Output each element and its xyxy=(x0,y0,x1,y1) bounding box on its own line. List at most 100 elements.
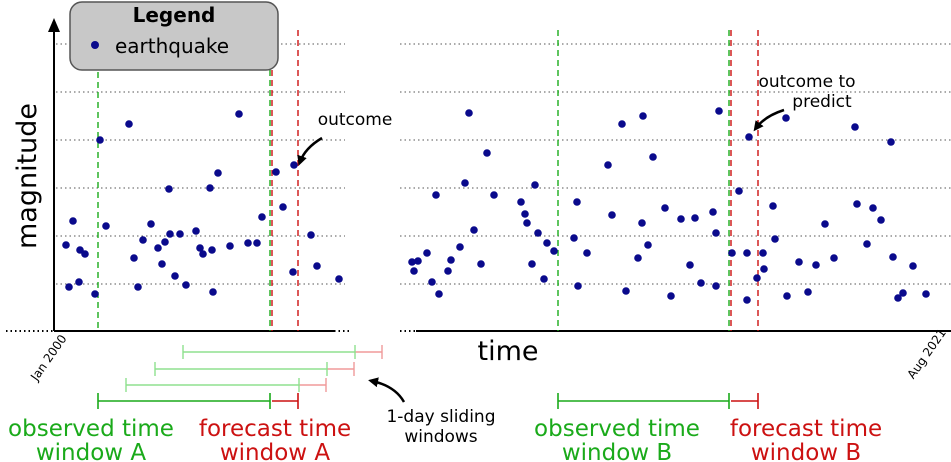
earthquake-point xyxy=(335,275,343,283)
earthquake-point xyxy=(139,236,147,244)
earthquake-point xyxy=(91,290,99,298)
earthquake-point xyxy=(272,168,280,176)
earthquake-point xyxy=(887,138,895,146)
window-brackets xyxy=(97,393,759,409)
earthquake-point xyxy=(804,288,812,296)
outcome-to-predict-arrow xyxy=(753,108,785,132)
earthquake-point xyxy=(244,239,252,247)
earthquake-point xyxy=(461,179,469,187)
earthquake-point xyxy=(889,253,897,261)
annotation-outcome-to-predict: outcome to predict xyxy=(753,72,856,132)
sliding-window xyxy=(154,362,355,376)
earthquake-points-left xyxy=(62,110,343,298)
earthquake-point xyxy=(192,227,200,235)
earthquake-point xyxy=(444,267,452,275)
earthquake-point xyxy=(235,110,243,118)
earthquake-point xyxy=(667,292,675,300)
legend-box xyxy=(69,1,279,71)
y-axis-label: magnitude xyxy=(12,103,43,249)
earthquake-point xyxy=(574,282,582,290)
legend: Legend earthquake xyxy=(69,1,279,71)
earthquake-point xyxy=(715,107,723,115)
window-boundaries xyxy=(97,30,759,331)
earthquake-point xyxy=(745,133,753,141)
earthquake-point xyxy=(410,267,418,275)
earthquake-point xyxy=(206,184,214,192)
earthquake-point xyxy=(677,215,685,223)
earthquake-point xyxy=(863,240,871,248)
outcome-to-predict-line1: outcome to xyxy=(758,72,855,92)
observed-b-label-line1: observed time xyxy=(534,416,700,442)
forecast-b-label-line2: window B xyxy=(751,440,861,462)
earthquake-point xyxy=(795,258,803,266)
earthquake-point xyxy=(661,204,669,212)
earthquake-point xyxy=(760,265,768,273)
earthquake-point xyxy=(158,260,166,268)
legend-entry: earthquake xyxy=(115,34,229,58)
earthquake-point xyxy=(735,187,743,195)
forecast-b-label-line1: forecast time xyxy=(730,416,882,442)
sliding-window xyxy=(125,378,327,392)
earthquake-point xyxy=(691,214,699,222)
earthquake-point xyxy=(176,230,184,238)
observed-b-label-line2: window B xyxy=(562,440,672,462)
outcome-to-predict-line2: predict xyxy=(792,92,852,112)
earthquake-point xyxy=(534,229,542,237)
earthquake-point xyxy=(712,229,720,237)
annotation-sliding-windows: 1-day sliding windows xyxy=(368,377,496,447)
earthquake-point xyxy=(523,219,531,227)
earthquake-point xyxy=(894,294,902,302)
earthquake-point xyxy=(209,288,217,296)
earthquake-point xyxy=(423,249,431,257)
earthquake-point xyxy=(165,185,173,193)
earthquake-point xyxy=(769,202,777,210)
earthquake-point xyxy=(528,260,536,268)
earthquake-point xyxy=(608,211,616,219)
earthquake-point xyxy=(490,191,498,199)
earthquake-point xyxy=(483,149,491,157)
x-start-tick-label: Jan 2000 xyxy=(27,332,69,384)
earthquake-point xyxy=(877,216,885,224)
earthquake-point xyxy=(290,161,298,169)
earthquake-point xyxy=(258,213,266,221)
earthquake-point xyxy=(743,296,751,304)
earthquake-point xyxy=(432,191,440,199)
earthquake-point xyxy=(543,239,551,247)
earthquake-point xyxy=(922,290,930,298)
earthquake-point xyxy=(899,289,907,297)
observed-a-label-line2: window A xyxy=(36,440,147,462)
earthquake-point xyxy=(414,257,422,265)
earthquake-point xyxy=(408,258,416,266)
sliding-label-line2: windows xyxy=(404,427,477,447)
earthquake-point xyxy=(447,256,455,264)
earthquake-points-right xyxy=(408,107,930,304)
outcome-label: outcome xyxy=(318,110,393,130)
earthquake-point xyxy=(307,231,315,239)
earthquake-point xyxy=(65,283,73,291)
earthquake-point xyxy=(161,238,169,246)
x-end-tick-label: Aug 2021 xyxy=(904,326,949,381)
earthquake-point xyxy=(771,235,779,243)
sliding-arrow xyxy=(368,377,406,403)
earthquake-point xyxy=(171,272,179,280)
outcome-arrow xyxy=(297,136,323,166)
earthquake-point xyxy=(622,287,630,295)
observed-a-label-line1: observed time xyxy=(8,416,174,442)
forecast-a-label-line2: window A xyxy=(220,440,331,462)
earthquake-point xyxy=(279,203,287,211)
earthquake-point xyxy=(313,262,321,270)
earthquake-point xyxy=(69,217,77,225)
sliding-label-line1: 1-day sliding xyxy=(386,407,495,427)
sliding-window xyxy=(182,345,383,359)
earthquake-point xyxy=(550,247,558,255)
earthquake-point xyxy=(618,120,626,128)
earthquake-point xyxy=(214,169,222,177)
earthquake-point xyxy=(226,242,234,250)
earthquake-point xyxy=(851,123,859,131)
earthquake-point xyxy=(62,241,70,249)
sliding-windows xyxy=(125,345,383,392)
earthquake-point xyxy=(812,261,820,269)
earthquake-point xyxy=(465,109,473,117)
earthquake-point xyxy=(604,161,612,169)
